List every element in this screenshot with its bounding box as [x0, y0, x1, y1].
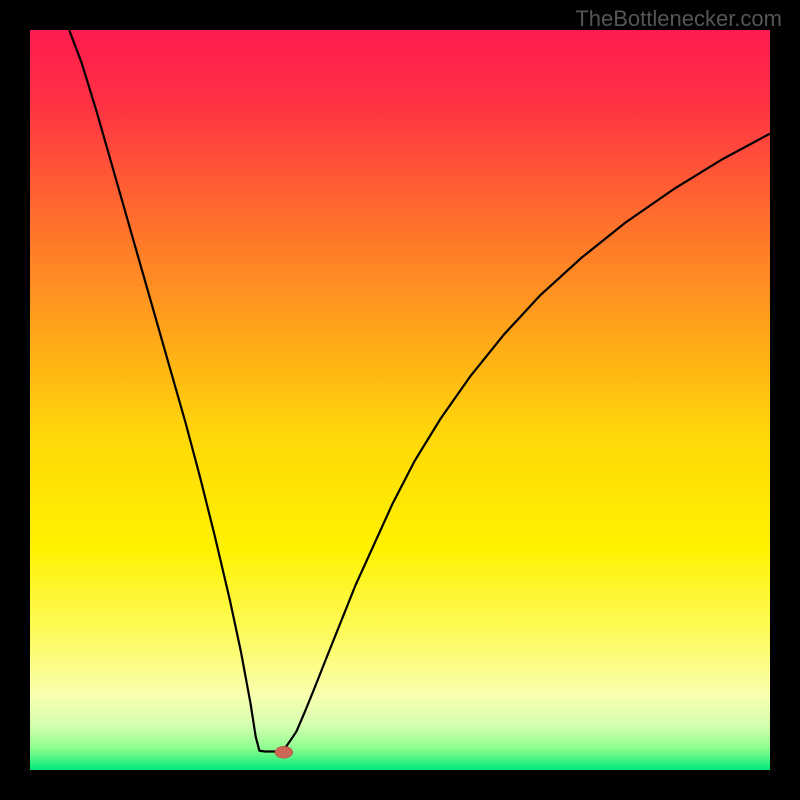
watermark-text: TheBottlenecker.com [575, 6, 782, 32]
optimal-point-marker [275, 746, 293, 758]
chart-container: TheBottlenecker.com [0, 0, 800, 800]
bottleneck-chart [0, 0, 800, 800]
